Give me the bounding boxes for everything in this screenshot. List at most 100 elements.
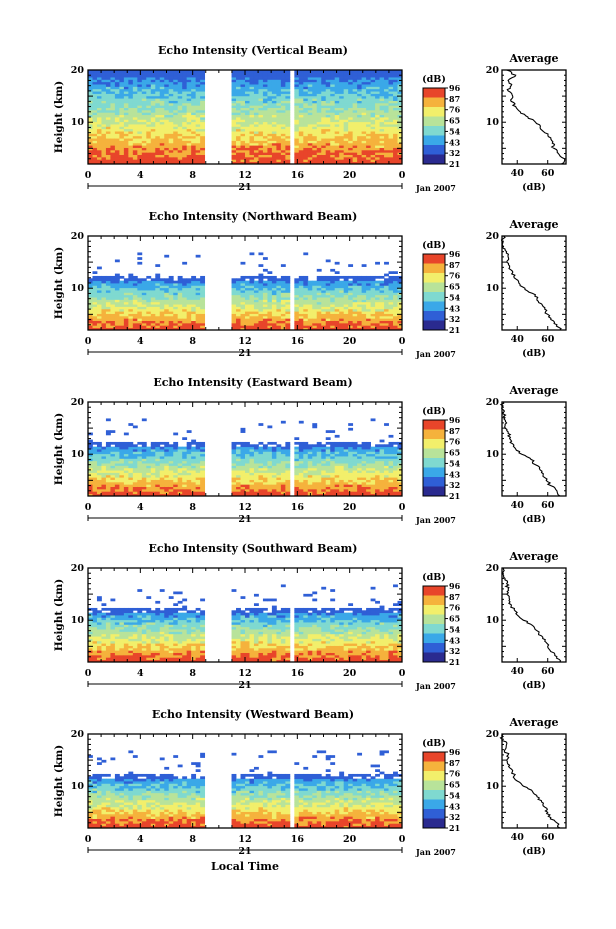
heatmap-cell [186, 449, 192, 452]
heatmap-cell [128, 460, 134, 464]
heatmap-cell [123, 472, 129, 476]
heatmap-cell [397, 135, 403, 139]
heatmap-cell [240, 117, 246, 120]
heatmap-cell [155, 306, 161, 310]
heatmap-cell [123, 124, 129, 127]
heatmap-cell [276, 142, 282, 146]
heatmap-cell [240, 327, 246, 331]
heatmap-cell [155, 124, 161, 127]
heatmap-cell [177, 88, 183, 92]
heatmap-cell [298, 313, 304, 317]
heatmap-cell [137, 119, 143, 123]
heatmap-cell [137, 142, 143, 146]
heatmap-cell [384, 299, 389, 303]
heatmap-cell [159, 327, 165, 331]
heatmap-cell [357, 138, 363, 141]
heatmap-cell [159, 93, 165, 97]
heatmap-cell [231, 479, 237, 483]
heatmap-cell [294, 121, 300, 125]
heatmap-cell [191, 138, 197, 141]
heatmap-cell [110, 70, 116, 73]
heatmap-cell [325, 275, 331, 279]
heatmap-cell [303, 315, 309, 319]
heatmap-cell [258, 301, 264, 305]
heatmap-cell [137, 88, 143, 92]
heatmap-cell [393, 128, 398, 132]
heatmap-cell [231, 308, 237, 312]
heatmap-cell [397, 287, 403, 291]
heatmap-cell [119, 72, 125, 76]
heatmap-cell [258, 98, 264, 101]
heatmap-cell [123, 313, 129, 317]
heatmap-cell [173, 486, 179, 490]
colorbar-segment [423, 301, 445, 312]
heatmap-cell [375, 131, 380, 134]
heatmap-cell [141, 451, 147, 455]
heatmap-cell [92, 91, 98, 94]
heatmap-cell [339, 152, 345, 155]
heatmap-cell [249, 140, 255, 144]
heatmap-cell [182, 491, 188, 495]
heatmap-cell [177, 488, 183, 492]
heatmap-cell [258, 294, 264, 298]
heatmap-cell [191, 456, 197, 459]
heatmap-cell [159, 320, 165, 324]
heatmap-cell [88, 128, 93, 132]
heatmap-cell [370, 93, 376, 97]
heatmap-cell [258, 299, 264, 303]
heatmap-cell [110, 472, 116, 476]
heatmap-cell [173, 142, 179, 146]
heatmap-cell [312, 114, 318, 118]
heatmap-cell [357, 308, 363, 312]
heatmap-cell [253, 304, 259, 307]
heatmap-cell [330, 138, 336, 141]
heatmap-cell [105, 105, 111, 108]
heatmap-cell [330, 112, 336, 116]
heatmap-cell [177, 283, 183, 286]
heatmap-cell [195, 491, 201, 495]
heatmap-cell [186, 294, 192, 298]
heatmap-cell [312, 93, 318, 97]
heatmap-cell [330, 119, 336, 123]
heatmap-cell [298, 280, 304, 284]
heatmap-cell [101, 145, 107, 148]
heatmap-cell [132, 105, 138, 108]
heatmap-cell [92, 451, 98, 455]
heatmap-cell [105, 74, 111, 78]
heatmap-cell [155, 479, 161, 483]
heatmap-cell [191, 449, 197, 452]
heatmap-cell [155, 446, 161, 450]
heatmap-cell [361, 287, 367, 291]
heatmap-cell [253, 161, 259, 165]
heatmap-cell [357, 299, 363, 303]
heatmap-cell [164, 93, 170, 97]
heatmap-cell [110, 117, 116, 120]
heatmap-cell [105, 145, 111, 148]
heatmap-cell [128, 161, 134, 165]
heatmap-cell [195, 283, 201, 286]
heatmap-cell [168, 313, 174, 317]
heatmap-cell [105, 318, 111, 321]
heatmap-cell [267, 91, 273, 94]
heatmap-cell [240, 320, 246, 324]
heatmap-cell [285, 126, 291, 130]
heatmap-cell [96, 95, 102, 99]
heatmap-cell [173, 315, 179, 319]
heatmap-cell [271, 294, 277, 298]
heatmap-cell [200, 285, 206, 289]
heatmap-cell [249, 280, 255, 284]
heatmap-cell [267, 156, 273, 160]
heatmap-cell [114, 444, 120, 448]
heatmap-cell [110, 479, 116, 483]
heatmap-cell [236, 463, 241, 466]
heatmap-cell [150, 112, 156, 116]
heatmap-cell [339, 308, 345, 312]
heatmap-cell [303, 114, 309, 118]
heatmap-cell [393, 124, 398, 127]
heatmap-cell [388, 102, 394, 106]
heatmap-cell [159, 117, 165, 120]
heatmap-cell [271, 280, 277, 284]
heatmap-cell [253, 117, 259, 120]
heatmap-cell [343, 299, 349, 303]
heatmap-cell [361, 294, 367, 298]
